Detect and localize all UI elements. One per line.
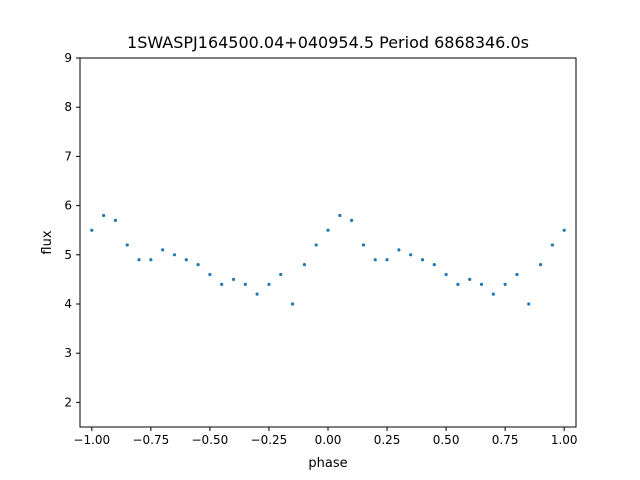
data-point bbox=[479, 282, 484, 286]
data-point bbox=[350, 218, 354, 222]
data-point bbox=[208, 272, 212, 277]
data-point bbox=[385, 258, 389, 262]
data-point bbox=[361, 243, 366, 247]
data-point bbox=[538, 263, 543, 267]
chart-title: 1SWASPJ164500.04+040954.5 Period 6868346… bbox=[127, 33, 529, 52]
data-point bbox=[267, 282, 271, 286]
data-point bbox=[149, 258, 153, 262]
y-tick-label: 6 bbox=[64, 199, 72, 213]
y-tick-label: 5 bbox=[64, 248, 72, 262]
data-point bbox=[137, 258, 141, 262]
data-point bbox=[290, 302, 295, 306]
plot-area-frame bbox=[79, 57, 577, 428]
data-point bbox=[243, 282, 247, 286]
data-point bbox=[562, 228, 566, 232]
data-point bbox=[373, 258, 377, 262]
x-tick-label: −0.25 bbox=[251, 433, 288, 447]
data-point bbox=[220, 282, 224, 286]
x-tick-label: 0.00 bbox=[315, 433, 342, 447]
x-tick-label: 0.75 bbox=[492, 433, 519, 447]
data-point bbox=[432, 263, 436, 267]
data-point bbox=[302, 263, 306, 267]
y-axis-label: flux bbox=[40, 230, 55, 254]
y-tick-label: 9 bbox=[64, 51, 72, 65]
data-point bbox=[196, 263, 200, 267]
data-point bbox=[184, 258, 188, 262]
x-tick-label: −1.00 bbox=[73, 433, 110, 447]
y-axis-ticks: 2 3 4 5 6 7 8 9 bbox=[64, 51, 80, 409]
data-point bbox=[231, 277, 236, 281]
x-tick-label: 0.50 bbox=[433, 433, 460, 447]
data-point bbox=[515, 272, 519, 277]
data-point bbox=[503, 282, 507, 286]
data-point bbox=[102, 213, 106, 218]
data-point bbox=[456, 282, 460, 286]
data-point bbox=[338, 213, 342, 218]
data-point bbox=[125, 243, 129, 247]
x-axis-label: phase bbox=[308, 456, 347, 471]
scatter-points bbox=[90, 213, 566, 306]
data-point bbox=[420, 258, 425, 262]
data-point bbox=[409, 253, 413, 257]
data-point bbox=[279, 272, 283, 277]
data-point bbox=[172, 253, 177, 257]
data-point bbox=[444, 272, 448, 277]
data-point bbox=[527, 302, 531, 306]
y-tick-label: 4 bbox=[64, 297, 72, 311]
data-point bbox=[326, 228, 330, 232]
data-point bbox=[113, 218, 118, 222]
x-tick-label: 1.00 bbox=[551, 433, 578, 447]
y-tick-label: 3 bbox=[64, 346, 72, 360]
x-axis-ticks: −1.00 −0.75 −0.50 −0.25 0.00 0.25 0.50 0.75 1.00 bbox=[73, 427, 578, 447]
x-tick-label: 0.25 bbox=[374, 433, 401, 447]
data-point bbox=[491, 292, 495, 296]
data-point bbox=[255, 292, 259, 296]
data-point bbox=[314, 243, 318, 247]
data-point bbox=[468, 277, 472, 281]
y-tick-label: 7 bbox=[64, 149, 72, 163]
data-point bbox=[90, 228, 94, 232]
x-tick-label: −0.50 bbox=[192, 433, 229, 447]
y-tick-label: 2 bbox=[64, 395, 72, 409]
data-point bbox=[397, 248, 401, 252]
x-tick-label: −0.75 bbox=[132, 433, 169, 447]
data-point bbox=[550, 243, 554, 247]
y-tick-label: 8 bbox=[64, 100, 72, 114]
data-point bbox=[161, 248, 165, 252]
